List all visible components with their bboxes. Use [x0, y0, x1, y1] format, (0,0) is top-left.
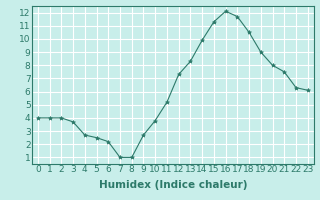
X-axis label: Humidex (Indice chaleur): Humidex (Indice chaleur)	[99, 180, 247, 190]
